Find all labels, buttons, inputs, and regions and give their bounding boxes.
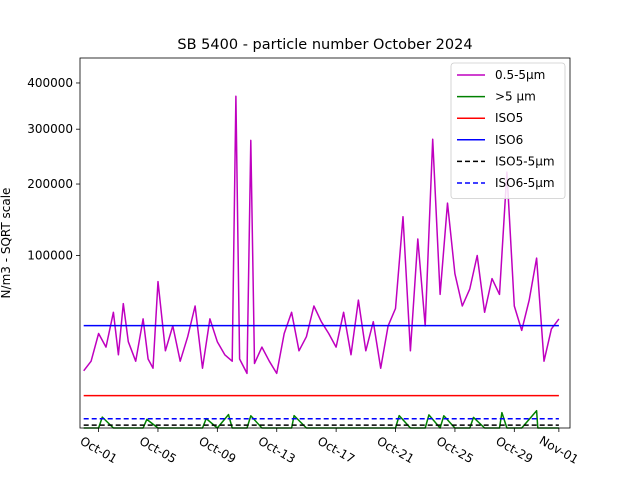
chart-title: SB 5400 - particle number October 2024 (177, 37, 472, 53)
x-axis: Oct-01 Oct-05 Oct-09 Oct-13 Oct-17 Oct-21 Oct-… (78, 428, 581, 467)
y-axis: 100000 200000 300000 400000 (27, 76, 80, 262)
axes-frame (79, 57, 571, 429)
legend-label-0-5-5-m: 0.5-5µm (495, 68, 545, 82)
legend-label-iso5: ISO5 (495, 111, 523, 125)
y-axis-label: N/m3 - SQRT scale (0, 188, 13, 299)
y-tick-label: 400000 (27, 76, 73, 90)
legend-label-iso5-5-m: ISO5-5µm (495, 154, 555, 168)
x-tick-label: Oct-17 (315, 434, 357, 466)
legend-label-iso6: ISO6 (495, 133, 523, 147)
x-tick-label: Oct-21 (375, 434, 417, 466)
legend-label-5-m: >5 µm (495, 90, 536, 104)
series-line-0-5-5-m (83, 95, 560, 375)
x-tick-label: Oct-13 (256, 434, 298, 466)
x-tick-label: Oct-25 (434, 434, 476, 466)
x-tick-label: Oct-09 (196, 434, 238, 466)
legend: 0.5-5µm >5 µm ISO5 ISO6 ISO5-5µm ISO6-5µm (450, 62, 566, 200)
x-tick-label: Oct-01 (78, 434, 120, 466)
legend-label-iso6-5-m: ISO6-5µm (495, 176, 555, 190)
y-tick-label: 300000 (27, 122, 73, 136)
y-tick-label: 100000 (27, 248, 73, 262)
x-tick-label: Oct-29 (493, 434, 535, 466)
x-tick-label: Oct-05 (137, 434, 179, 466)
x-tick-label: Nov-01 (537, 433, 581, 466)
y-tick-label: 200000 (27, 177, 73, 191)
